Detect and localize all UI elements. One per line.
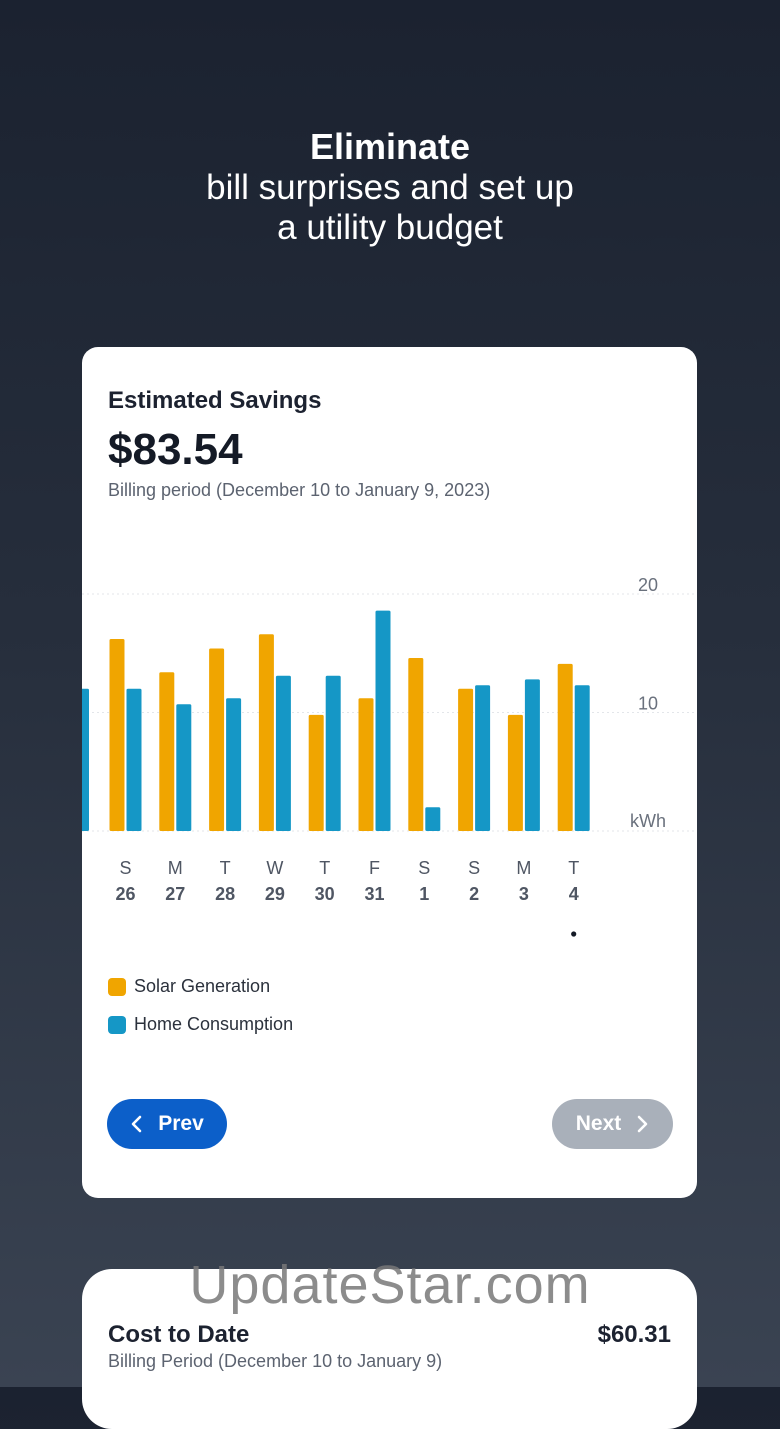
chevron-right-icon bbox=[637, 1115, 648, 1133]
card-title: Estimated Savings bbox=[108, 387, 322, 414]
bar-solar bbox=[507, 714, 523, 831]
bar-home bbox=[226, 698, 242, 831]
legend-solar-label: Solar Generation bbox=[134, 976, 271, 996]
prev-label: Prev bbox=[158, 1112, 204, 1135]
x-day-label: S bbox=[468, 858, 480, 878]
bar-home bbox=[574, 685, 590, 831]
bar-home bbox=[275, 675, 291, 831]
x-date-label: 26 bbox=[115, 884, 135, 904]
bar-solar bbox=[358, 698, 374, 831]
bar-solar bbox=[408, 657, 424, 831]
bar-home-leading bbox=[82, 688, 89, 831]
x-day-label: M bbox=[516, 858, 531, 878]
hero-title: Eliminate bbox=[309, 126, 471, 167]
x-day-label: T bbox=[319, 858, 330, 878]
x-date-label: 29 bbox=[265, 884, 285, 904]
legend-home: Home Consumption bbox=[108, 1014, 293, 1035]
y-tick-label: 20 bbox=[638, 575, 658, 595]
x-day-label: M bbox=[168, 858, 183, 878]
billing-period: Billing period (December 10 to January 9… bbox=[108, 480, 491, 500]
x-date-label: 28 bbox=[215, 884, 235, 904]
prev-button[interactable]: Prev bbox=[107, 1099, 227, 1149]
cost-value: $60.31 bbox=[597, 1321, 671, 1348]
next-button[interactable]: Next bbox=[552, 1099, 673, 1149]
bar-home bbox=[475, 685, 491, 831]
x-date-label: 2 bbox=[469, 884, 479, 904]
x-date-label: 1 bbox=[419, 884, 429, 904]
hero-subtitle-line1: bill surprises and set up bbox=[206, 168, 574, 207]
bar-solar bbox=[458, 688, 474, 831]
x-day-label: W bbox=[266, 858, 283, 878]
bar-home bbox=[375, 610, 391, 831]
selected-day-dot bbox=[571, 931, 577, 937]
x-day-label: T bbox=[568, 858, 579, 878]
savings-bar-chart: 10 20 kWh S 26 M 27 T 28 W 29 T 30 F 31 S 1 S 2 M 3 T 4 bbox=[82, 575, 697, 937]
savings-amount: $83.54 bbox=[108, 425, 243, 474]
bar-home bbox=[325, 675, 341, 831]
chevron-left-icon bbox=[131, 1115, 142, 1133]
bar-solar bbox=[308, 714, 324, 831]
legend-home-label: Home Consumption bbox=[134, 1014, 294, 1034]
x-day-label: F bbox=[369, 858, 380, 878]
legend-solar-swatch bbox=[108, 977, 126, 996]
bar-home bbox=[126, 688, 142, 831]
estimated-savings-card: Estimated Savings $83.54 Billing period … bbox=[82, 347, 697, 1198]
bar-solar bbox=[209, 648, 225, 831]
x-day-label: T bbox=[220, 858, 231, 878]
bar-solar bbox=[557, 663, 573, 831]
hero-subtitle-line2: a utility budget bbox=[277, 208, 503, 247]
hero-heading: Eliminate bill surprises and set up a ut… bbox=[0, 126, 780, 248]
watermark-text: UpdateStar.com bbox=[189, 1255, 591, 1315]
bar-solar bbox=[258, 634, 274, 831]
x-date-label: 4 bbox=[569, 884, 579, 904]
y-tick-label: 10 bbox=[638, 694, 658, 714]
x-date-label: 27 bbox=[165, 884, 185, 904]
cost-period: Billing Period (December 10 to January 9… bbox=[108, 1351, 443, 1371]
unit-label: kWh bbox=[630, 811, 666, 831]
bar-home bbox=[176, 704, 192, 831]
cost-title: Cost to Date bbox=[108, 1321, 250, 1348]
x-date-label: 31 bbox=[364, 884, 384, 904]
bar-home bbox=[524, 679, 540, 831]
bar-home bbox=[425, 807, 441, 831]
next-label: Next bbox=[575, 1112, 622, 1135]
legend-solar: Solar Generation bbox=[108, 976, 270, 997]
bar-solar bbox=[109, 639, 125, 831]
x-day-label: S bbox=[119, 858, 131, 878]
x-date-label: 30 bbox=[315, 884, 335, 904]
legend-home-swatch bbox=[108, 1015, 126, 1034]
x-day-label: S bbox=[418, 858, 430, 878]
x-date-label: 3 bbox=[519, 884, 529, 904]
bar-solar bbox=[159, 672, 175, 831]
